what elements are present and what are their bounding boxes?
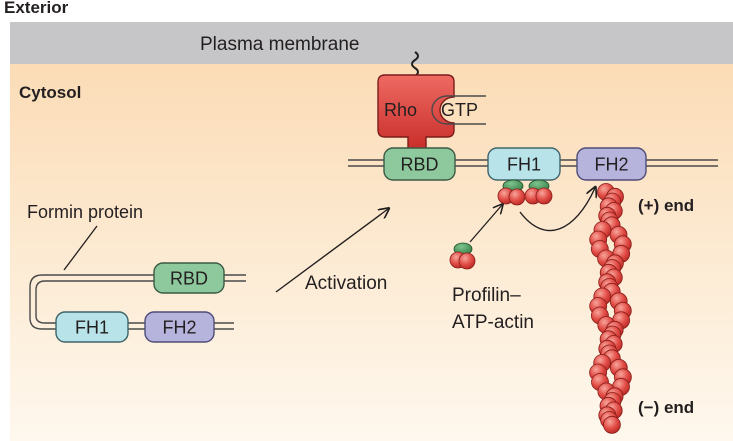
gtp-molecule: GTP [431,95,486,125]
actin-filament [589,183,632,434]
inactive-fh1-domain: FH1 [55,311,129,343]
membrane-label: Plasma membrane [200,34,359,55]
profilin-binding-arrow [469,205,502,243]
formin-pointer-line [63,225,98,271]
activation-label: Activation [305,273,387,294]
exterior-region [0,0,733,22]
active-rbd-label: RBD [400,155,438,175]
inactive-rbd-label: RBD [170,269,208,289]
active-fh2-label: FH2 [594,155,628,175]
profilin-label-line1: Profilin– [452,285,521,306]
active-fh2-domain: FH2 [576,147,647,181]
inactive-fh1-label: FH1 [75,318,109,338]
formin-protein-label: Formin protein [27,202,143,222]
active-formin-backbone [348,159,718,167]
gtp-label: GTP [441,100,478,120]
bound-profilin-actin-1 [497,179,526,206]
active-rbd-domain: RBD [383,147,456,181]
inactive-fh2-label: FH2 [162,318,196,338]
inactive-fh2-domain: FH2 [144,311,215,343]
active-fh1-label: FH1 [507,155,541,175]
exterior-label: Exterior [4,0,69,17]
inactive-rbd-domain: RBD [153,262,225,294]
plus-end-label: (+) end [638,196,694,215]
rho-label: Rho [384,100,417,120]
plasma-membrane-band [10,22,733,64]
free-profilin-actin [449,242,476,270]
lipid-anchor-icon [411,51,419,77]
minus-end-label: (−) end [638,398,694,417]
active-fh1-domain: FH1 [487,147,561,181]
profilin-label-line2: ATP-actin [452,312,534,333]
rho-gtp-protein: Rho [377,74,455,151]
cytosol-label: Cytosol [19,83,81,102]
actin-subunit [603,415,621,434]
transfer-arrow [519,188,595,232]
activation-arrow [275,209,388,293]
inactive-formin-backbone [29,274,246,330]
bound-profilin-actin-2 [524,179,553,205]
